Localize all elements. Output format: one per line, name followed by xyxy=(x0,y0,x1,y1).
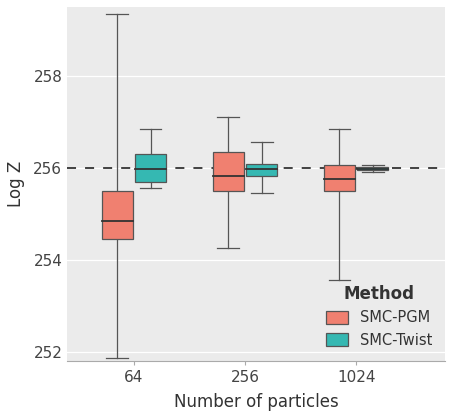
Bar xyxy=(101,191,133,239)
Bar xyxy=(245,164,276,176)
Y-axis label: Log Z: Log Z xyxy=(7,161,25,207)
Bar xyxy=(323,166,354,191)
Bar xyxy=(356,167,387,171)
X-axis label: Number of particles: Number of particles xyxy=(173,393,338,411)
Bar xyxy=(212,152,244,191)
Legend: SMC-PGM, SMC-Twist: SMC-PGM, SMC-Twist xyxy=(319,279,437,353)
Bar xyxy=(135,154,166,181)
